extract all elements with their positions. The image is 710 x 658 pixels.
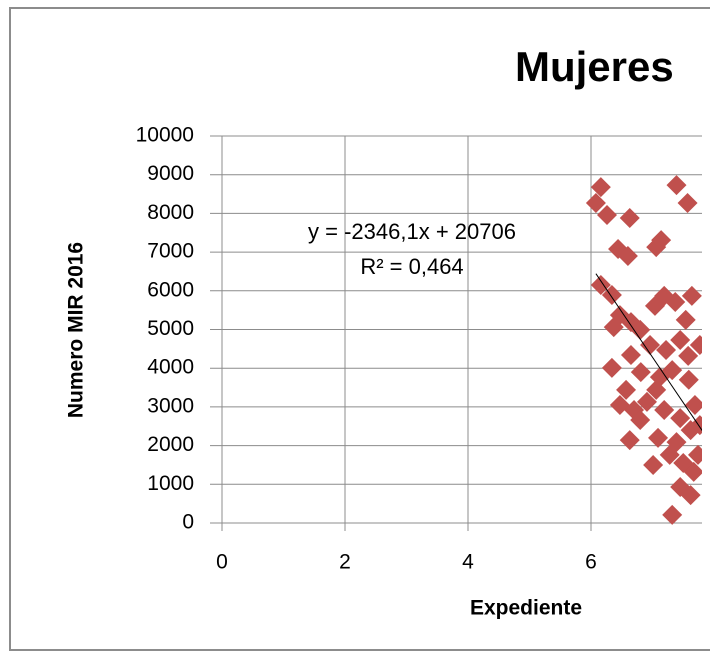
point xyxy=(648,427,669,448)
point xyxy=(590,177,611,198)
y-tick-label: 4000 xyxy=(147,356,194,379)
point xyxy=(620,345,641,366)
point xyxy=(617,245,638,266)
point xyxy=(689,334,702,355)
point xyxy=(654,399,675,420)
y-tick-label: 3000 xyxy=(147,394,194,417)
point xyxy=(590,274,611,295)
point xyxy=(643,454,664,475)
point xyxy=(630,319,651,340)
y-tick-label: 7000 xyxy=(147,240,194,263)
y-tick-label: 0 xyxy=(182,511,194,534)
point xyxy=(616,379,637,400)
x-tick-label: 6 xyxy=(585,551,597,574)
x-tick-label: 4 xyxy=(462,551,474,574)
point xyxy=(662,360,683,381)
point xyxy=(636,391,657,412)
point xyxy=(683,461,702,482)
point xyxy=(688,444,702,465)
point xyxy=(684,394,702,415)
point xyxy=(659,444,680,465)
point xyxy=(681,285,702,306)
plot-area xyxy=(210,135,702,531)
point xyxy=(656,340,677,361)
y-tick-label: 10000 xyxy=(136,124,194,147)
x-tick-label: 0 xyxy=(216,551,228,574)
point xyxy=(619,430,640,451)
y-tick-label: 2000 xyxy=(147,433,194,456)
y-tick-label: 8000 xyxy=(147,201,194,224)
y-axis-label: Numero MIR 2016 xyxy=(65,242,88,418)
point xyxy=(677,192,698,213)
point xyxy=(651,230,672,251)
point xyxy=(670,477,691,498)
point xyxy=(596,204,617,225)
x-axis-label: Expediente xyxy=(470,597,582,620)
y-tick-label: 1000 xyxy=(147,472,194,495)
y-tick-label: 5000 xyxy=(147,317,194,340)
point xyxy=(670,329,691,350)
point xyxy=(670,408,691,429)
point xyxy=(640,334,661,355)
point xyxy=(678,369,699,390)
point xyxy=(689,415,702,436)
point xyxy=(619,208,640,229)
point xyxy=(675,309,696,330)
point xyxy=(601,357,622,378)
point xyxy=(662,504,683,525)
trendline-r2: R² = 0,464 xyxy=(360,254,463,279)
point xyxy=(646,379,667,400)
point xyxy=(666,175,687,196)
chart-title: Mujeres xyxy=(515,43,674,90)
point xyxy=(630,410,651,431)
point xyxy=(665,292,686,313)
point xyxy=(678,345,699,366)
point xyxy=(585,192,606,213)
point xyxy=(603,317,624,338)
x-tick-label: 2 xyxy=(339,551,351,574)
y-tick-label: 6000 xyxy=(147,278,194,301)
trendline xyxy=(595,273,702,432)
trendline-equation: y = -2346,1x + 20706 xyxy=(308,219,516,244)
y-tick-label: 9000 xyxy=(147,162,194,185)
point xyxy=(630,362,651,383)
